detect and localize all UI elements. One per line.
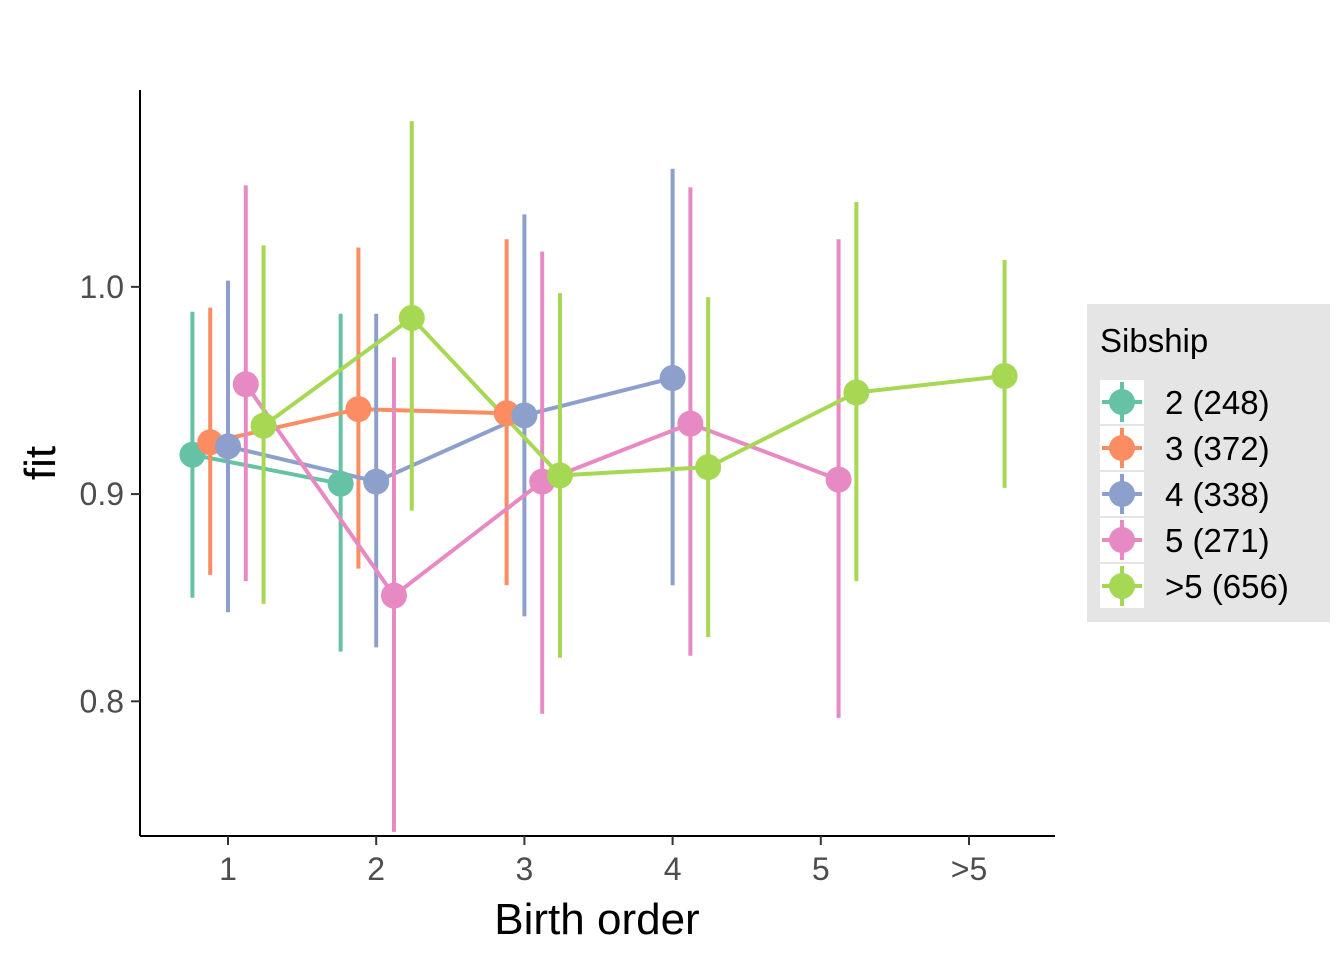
legend: Sibship 2 (248) 3 (372) 4 (338) 5 (271) >5 (…: [1087, 304, 1330, 622]
legend-items: 2 (248) 3 (372) 4 (338) 5 (271) >5 (656): [1100, 380, 1289, 608]
legend-key-point: [1109, 389, 1135, 415]
data-point: [327, 470, 354, 497]
data-point: [511, 402, 538, 429]
data-point: [363, 468, 390, 495]
series-line: [262, 315, 1005, 478]
data-point: [825, 466, 852, 493]
data-point: [232, 371, 259, 398]
legend-label: 3 (372): [1165, 430, 1270, 467]
legend-key-point: [1109, 435, 1135, 461]
legend-key-point: [1109, 481, 1135, 507]
x-tick-label: >5: [951, 851, 987, 887]
x-axis-title: Birth order: [494, 895, 699, 944]
series-line: [227, 376, 674, 484]
y-axis-title: fit: [16, 446, 65, 480]
legend-label: 4 (338): [1165, 476, 1270, 513]
legend-key-point: [1109, 527, 1135, 553]
x-tick-label: 3: [516, 851, 534, 887]
axes: 1 2 3 4 5 >5 0.8 0.9 1.0: [80, 90, 1055, 887]
y-tick-label: 1.0: [80, 269, 124, 305]
legend-label: 5 (271): [1165, 522, 1270, 559]
data-point: [398, 304, 425, 331]
data-point: [250, 412, 277, 439]
legend-label: >5 (656): [1165, 568, 1289, 605]
y-tick-label: 0.9: [80, 476, 124, 512]
series: [226, 168, 675, 648]
data-point: [695, 454, 722, 481]
series: [243, 185, 841, 832]
data-point: [215, 433, 241, 460]
x-tick-label: 5: [812, 851, 830, 887]
data-point: [380, 582, 407, 609]
plot-area: [179, 121, 1018, 832]
y-tick-label: 0.8: [80, 683, 124, 719]
series-line: [192, 452, 341, 486]
data-point: [677, 410, 704, 437]
data-point: [843, 379, 870, 406]
x-tick-label: 2: [367, 851, 385, 887]
data-point: [546, 462, 573, 489]
data-point: [659, 365, 686, 392]
data-point: [345, 396, 372, 423]
x-tick-label: 4: [664, 851, 682, 887]
x-tick-label: 1: [219, 851, 237, 887]
legend-key-point: [1109, 573, 1135, 599]
legend-label: 2 (248): [1165, 384, 1270, 421]
legend-title: Sibship: [1100, 322, 1208, 359]
series: [190, 311, 343, 652]
data-point: [991, 362, 1018, 389]
